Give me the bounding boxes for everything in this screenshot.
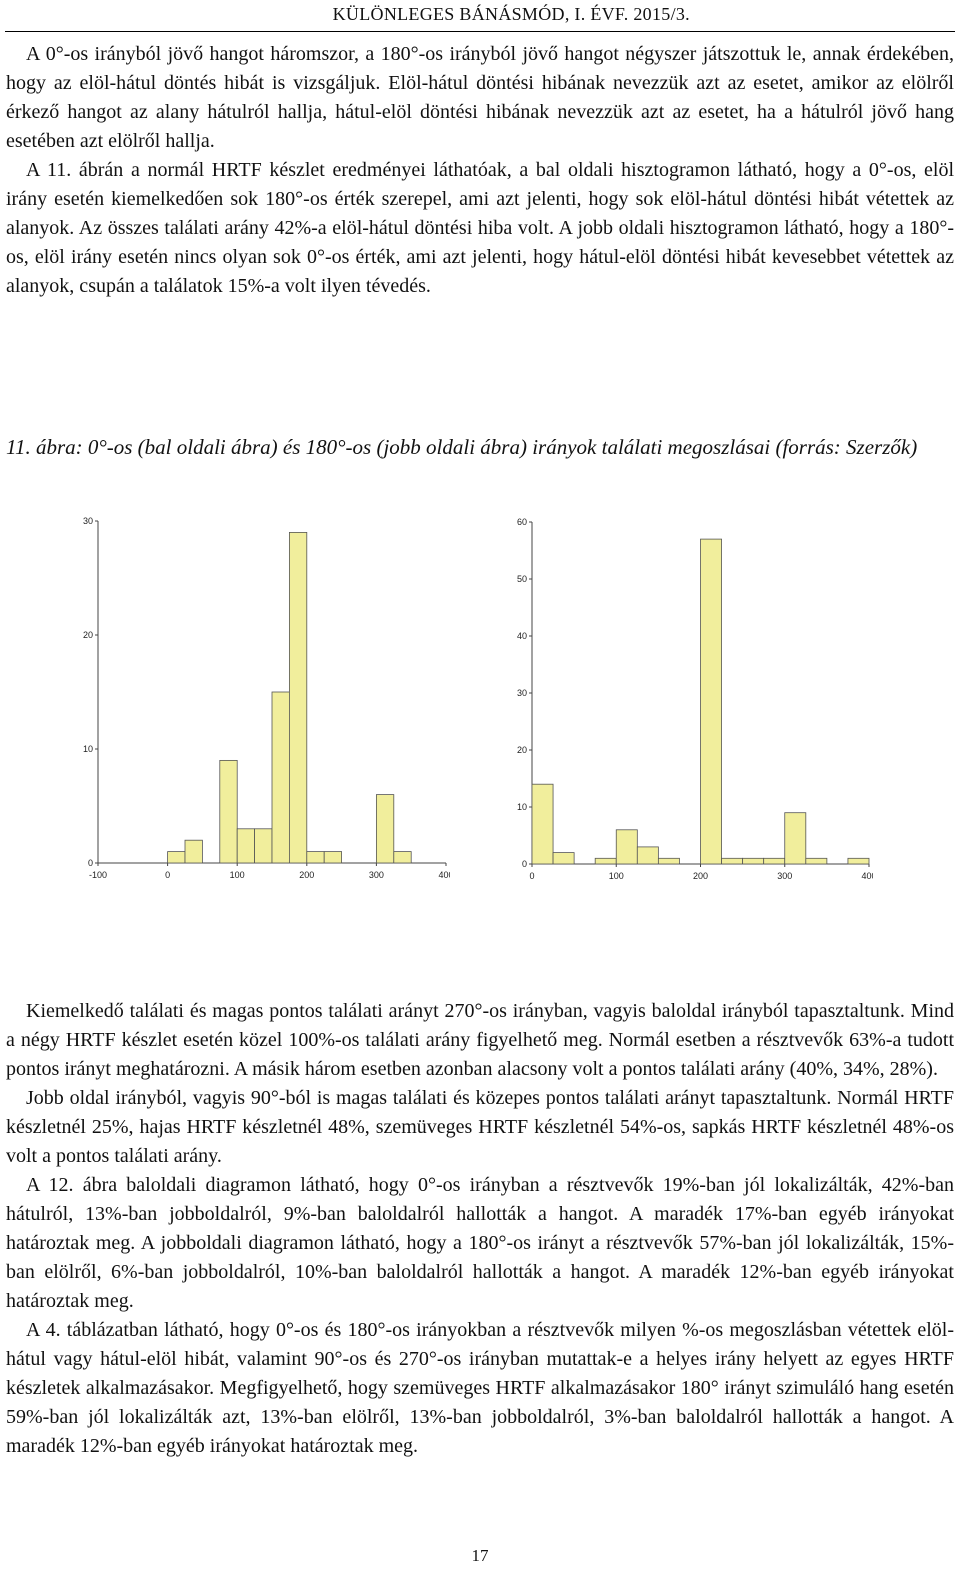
right-y-tick-label: 10 [517,802,527,812]
paragraph-3: Kiemelkedő találati és magas pontos talá… [6,1000,954,1080]
right-histogram-bar [657,857,680,865]
right-x-tick-label: 200 [693,871,708,881]
left-histogram-bar [375,794,395,864]
running-header: KÜLÖNLEGES BÁNÁSMÓD, I. ÉVF. 2015/3. [333,4,690,25]
right-histogram-bar [531,783,554,865]
left-histogram-bar [167,851,186,864]
header-rule [5,31,955,32]
right-x-tick-label: 300 [777,871,792,881]
histogram-left-svg: 0 10 20 30 -100 0 100 200 300 400 [83,516,450,880]
paragraph-6: A 4. táblázatban látható, hogy 0°-os és … [6,1319,954,1457]
right-histogram-bar [742,857,765,865]
journal-title: KÜLÖNLEGES BÁNÁSMÓD, I. ÉVF. 2015/3. [332,4,690,24]
right-x-tick-label: 400 [861,871,873,881]
text-block-top: A 0°-os irányból jövő hangot háromszor, … [6,40,954,301]
left-histogram-bar [184,839,203,864]
right-histogram-bar [700,538,722,865]
histogram-left: 0 10 20 30 -100 0 100 200 300 400 [78,507,450,892]
right-histogram-bar [552,852,575,865]
right-histogram-bar [594,857,617,865]
right-histogram-bar [784,812,807,865]
left-histogram-bar [236,828,255,864]
right-y-tick-label: 40 [517,631,527,641]
right-y-tick-label: 0 [522,859,527,869]
right-x-tick-label: 100 [609,871,624,881]
left-x-tick-label: 300 [369,870,384,880]
left-y-tick-label: 20 [83,630,93,640]
right-x-tick-label: 0 [529,871,534,881]
histogram-right-svg: 0 10 20 30 40 50 60 0 100 200 300 400 [517,517,873,881]
right-histogram-bar [615,829,638,865]
left-y-tick-label: 30 [83,516,93,526]
paragraph-4: Jobb oldal irányból, vagyis 90°-ból is m… [6,1087,954,1167]
histogram-right: 0 10 20 30 40 50 60 0 100 200 300 400 [512,508,873,892]
left-y-tick-label: 0 [88,858,93,868]
right-y-tick-label: 20 [517,745,527,755]
left-histogram-bar [306,851,325,864]
right-histogram-bar [721,857,744,865]
left-y-tick-label: 10 [83,744,93,754]
paragraph-2: A 11. ábrán a normál HRTF készlet eredmé… [6,159,954,297]
left-histogram-bar [271,691,290,864]
left-histogram-bar [219,759,238,864]
right-histogram-bar [805,857,828,865]
left-x-tick-label: -100 [89,870,107,880]
page-number: 17 [471,1546,489,1565]
left-x-tick-label: 400 [438,870,450,880]
right-histogram-bar [636,846,659,865]
right-histogram-bar [763,857,786,865]
left-x-tick-label: 200 [299,870,314,880]
right-y-tick-label: 50 [517,574,527,584]
right-y-tick-label: 60 [517,517,527,527]
paragraph-1: A 0°-os irányból jövő hangot háromszor, … [6,43,954,152]
left-histogram-bar [323,851,342,864]
text-block-bottom: Kiemelkedő találati és magas pontos talá… [6,997,954,1461]
paragraph-5: A 12. ábra baloldali diagramon látható, … [6,1174,954,1312]
right-histogram-bar [847,857,870,865]
left-x-tick-label: 100 [230,870,245,880]
left-x-tick-label: 0 [165,870,170,880]
right-y-tick-label: 30 [517,688,527,698]
left-histogram-bar [288,531,308,864]
figure-caption: 11. ábra: 0°-os (bal oldali ábra) és 180… [6,435,918,459]
left-histogram-bar [393,851,412,864]
left-histogram-bar [254,828,273,864]
